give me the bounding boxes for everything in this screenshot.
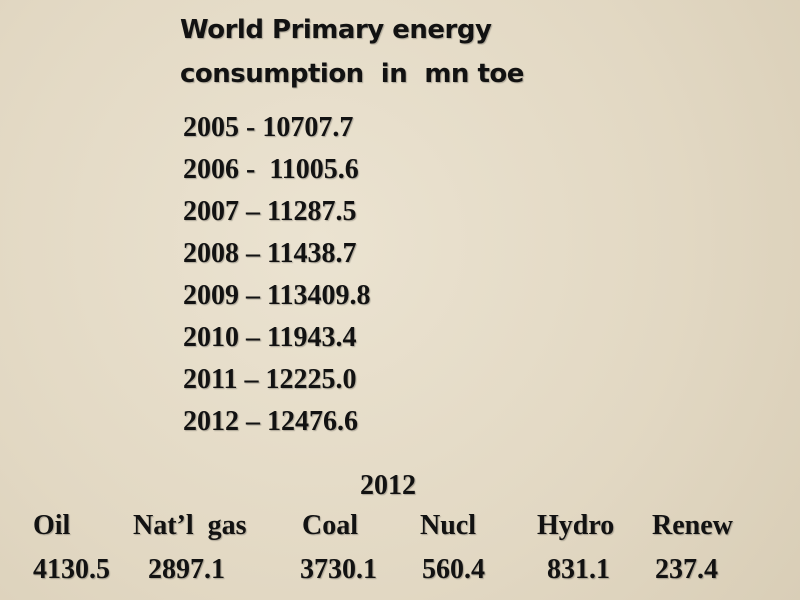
table-header: Renew (652, 510, 733, 541)
consumption-item: 2009 – 113409.8 (183, 280, 371, 311)
consumption-item: 2005 - 10707.7 (183, 112, 354, 143)
table-value: 237.4 (655, 554, 718, 585)
consumption-item: 2010 – 11943.4 (183, 322, 357, 353)
table-value: 4130.5 (33, 554, 110, 585)
table-caption: 2012 (360, 470, 416, 501)
table-header: Oil (33, 510, 71, 541)
table-value: 560.4 (422, 554, 485, 585)
consumption-item: 2008 – 11438.7 (183, 238, 357, 269)
table-value: 3730.1 (300, 554, 377, 585)
table-value: 2897.1 (148, 554, 225, 585)
table-header: Nucl (420, 510, 476, 541)
table-header: Coal (302, 510, 358, 541)
consumption-item: 2012 – 12476.6 (183, 406, 358, 437)
table-value: 831.1 (547, 554, 610, 585)
consumption-item: 2011 – 12225.0 (183, 364, 357, 395)
table-header: Hydro (537, 510, 615, 541)
consumption-item: 2007 – 11287.5 (183, 196, 357, 227)
table-header: Nat’l gas (133, 510, 247, 541)
consumption-item: 2006 - 11005.6 (183, 154, 359, 185)
title-line: World Primary energy (180, 15, 492, 45)
title-line: consumption in mn toe (180, 59, 524, 89)
